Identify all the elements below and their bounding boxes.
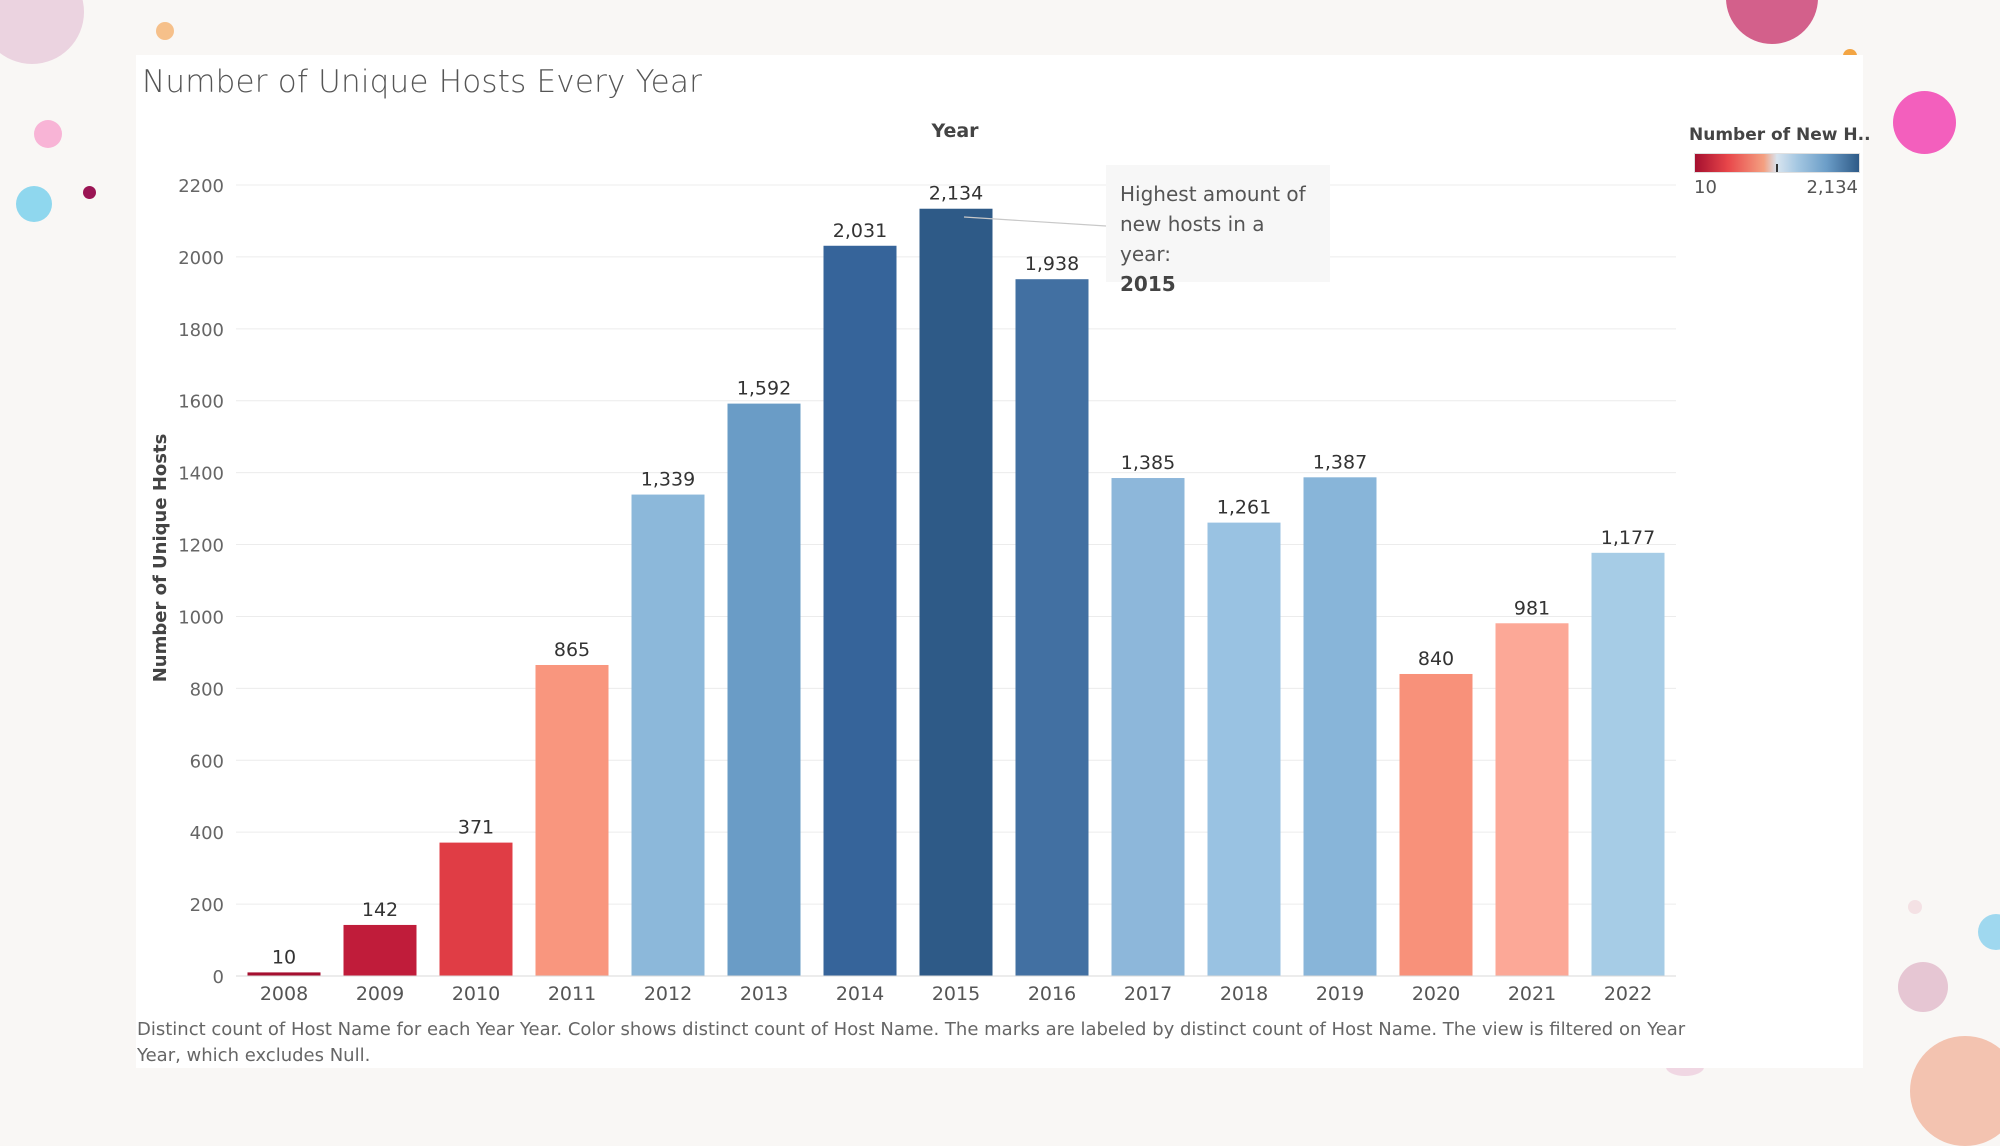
annotation-callout: Highest amount of new hosts in a year: 2…: [1106, 165, 1330, 296]
bars: [247, 208, 1665, 977]
decor-circle: [83, 186, 96, 199]
color-legend-gradient: [1694, 153, 1860, 173]
bar-value-label: 2,031: [833, 220, 887, 242]
x-tick-label: 2018: [1220, 983, 1268, 1005]
x-axis-ticks: 2008 2009 2010 2011 2012 2013 2014 2015 2016 2017…: [260, 983, 1652, 1005]
bar-value-label: 1,938: [1025, 253, 1079, 275]
decor-circle: [34, 120, 62, 148]
x-tick-label: 2011: [548, 983, 596, 1005]
bar-2011[interactable]: [535, 664, 609, 976]
x-tick-label: 2009: [356, 983, 404, 1005]
decor-circle: [16, 186, 52, 222]
bar-value-label: 840: [1418, 648, 1454, 670]
chart-title: Number of Unique Hosts Every Year: [142, 64, 703, 100]
bar-2015[interactable]: [919, 208, 993, 977]
bar-2009[interactable]: [343, 924, 417, 976]
bar-2017[interactable]: [1111, 478, 1185, 976]
y-tick-label: 200: [190, 895, 224, 916]
y-tick-label: 600: [190, 751, 224, 772]
bar-2021[interactable]: [1495, 623, 1569, 976]
x-tick-label: 2010: [452, 983, 500, 1005]
y-tick-label: 1200: [178, 536, 224, 557]
x-tick-label: 2015: [932, 983, 980, 1005]
bar-value-labels: 10 142 371 865 1,339 1,592 2,031 2,134 1,938 1,38…: [272, 183, 1655, 969]
chart-caption: Distinct count of Host Name for each Yea…: [137, 1019, 1686, 1066]
color-legend-max: 2,134: [1806, 177, 1858, 198]
x-tick-label: 2021: [1508, 983, 1556, 1005]
bar-2008[interactable]: [247, 972, 321, 976]
color-legend-title: Number of New H..: [1689, 125, 1871, 145]
y-tick-label: 2200: [178, 176, 224, 197]
color-legend-min: 10: [1694, 177, 1717, 198]
y-tick-label: 2000: [178, 248, 224, 269]
bar-2016[interactable]: [1015, 279, 1089, 976]
x-tick-label: 2008: [260, 983, 308, 1005]
bar-value-label: 1,177: [1601, 527, 1655, 549]
decor-circle: [1898, 962, 1948, 1012]
y-tick-label: 1400: [178, 464, 224, 485]
bar-2020[interactable]: [1399, 673, 1473, 976]
bar-2010[interactable]: [439, 842, 513, 976]
x-tick-label: 2016: [1028, 983, 1076, 1005]
decor-circle: [1978, 914, 2000, 950]
bar-value-label: 371: [458, 817, 494, 839]
annotation-year: 2015: [1120, 272, 1176, 296]
x-tick-label: 2022: [1604, 983, 1652, 1005]
decor-circle: [1908, 900, 1922, 914]
annotation-line1: Highest amount of: [1120, 182, 1306, 206]
y-tick-label: 1000: [178, 607, 224, 628]
decor-circle: [156, 22, 174, 40]
bar-value-label: 1,385: [1121, 452, 1175, 474]
y-tick-label: 800: [190, 679, 224, 700]
bar-value-label: 1,261: [1217, 497, 1271, 519]
y-axis-title: Number of Unique Hosts: [150, 434, 171, 683]
bar-value-label: 865: [554, 639, 590, 661]
bar-2022[interactable]: [1591, 552, 1665, 976]
bar-value-label: 2,134: [929, 183, 983, 205]
bar-value-label: 142: [362, 899, 398, 921]
y-tick-label: 1800: [178, 320, 224, 341]
bar-2018[interactable]: [1207, 522, 1281, 976]
x-tick-label: 2013: [740, 983, 788, 1005]
x-tick-label: 2019: [1316, 983, 1364, 1005]
decor-circle: [1893, 91, 1956, 154]
bar-2012[interactable]: [631, 494, 705, 976]
x-tick-label: 2014: [836, 983, 884, 1005]
bar-value-label: 10: [272, 946, 296, 968]
chart-panel: [136, 55, 1863, 1068]
annotation-line2: new hosts in a year:: [1120, 212, 1265, 266]
bar-value-label: 1,339: [641, 469, 695, 491]
y-axis-ticks: 0 200 400 600 800 1000 1200 1400 1600 1800 2000 220…: [178, 176, 224, 988]
x-tick-label: 2012: [644, 983, 692, 1005]
x-tick-label: 2017: [1124, 983, 1172, 1005]
annotation-connector: [963, 216, 1107, 227]
bar-2014[interactable]: [823, 245, 897, 976]
x-tick-label: 2020: [1412, 983, 1460, 1005]
bar-2013[interactable]: [727, 403, 801, 976]
y-tick-label: 1600: [178, 392, 224, 413]
bar-value-label: 1,592: [737, 378, 791, 400]
bar-value-label: 1,387: [1313, 451, 1367, 473]
x-axis-title: Year: [930, 120, 979, 142]
color-legend-marker: [1776, 164, 1778, 172]
bar-value-label: 981: [1514, 597, 1550, 619]
bar-2019[interactable]: [1303, 477, 1377, 976]
y-tick-label: 0: [213, 967, 224, 988]
y-tick-label: 400: [190, 823, 224, 844]
